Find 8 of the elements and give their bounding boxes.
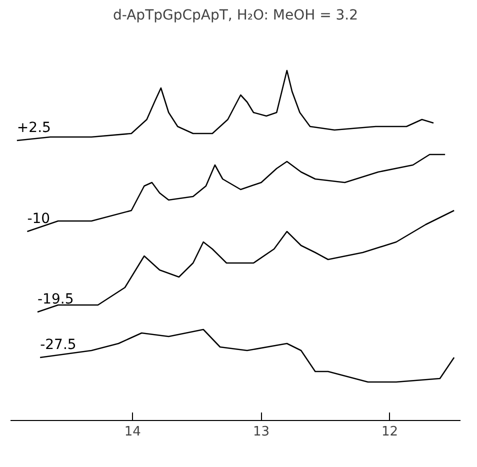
x-tick-label: 13 — [252, 424, 270, 440]
series-label: -10 — [27, 210, 50, 227]
series-label: -19.5 — [38, 291, 74, 308]
x-tick-label: 14 — [124, 424, 141, 440]
series-label: -27.5 — [40, 336, 76, 353]
chart-title: d-ApTpGpCpApT, H₂O: MeOH = 3.2 — [112, 8, 358, 24]
series-label: +2.5 — [16, 120, 51, 136]
x-tick-label: 12 — [382, 424, 398, 440]
